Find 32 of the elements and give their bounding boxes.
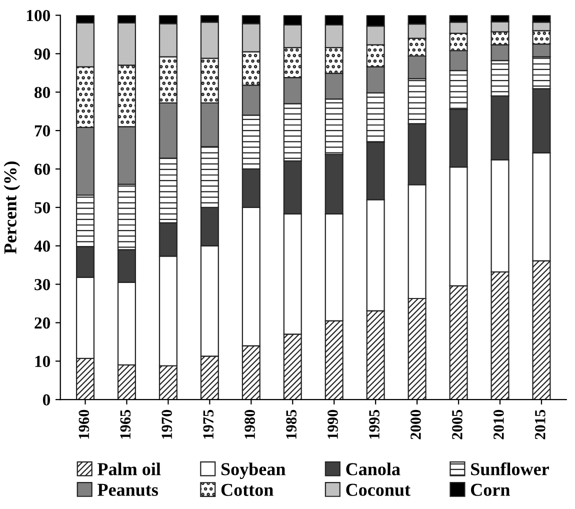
x-tick-label: 1975 [203,410,214,439]
legend-label: Cotton [221,484,274,496]
x-tick-label: 2000 [410,410,421,440]
x-tick-label: 1960 [78,410,90,439]
y-axis-title: Percent (%) [4,162,20,254]
legend-label: Soybean [221,462,286,480]
legend-label: Corn [470,484,510,496]
y-tick-label: 80 [34,86,50,98]
y-tick-label: 30 [34,278,50,290]
y-tick-label: 50 [34,202,50,214]
x-tick-label: 1980 [244,410,255,439]
x-tick-label: 2010 [494,410,504,440]
x-tick-label: 1995 [369,410,380,439]
y-tick-label: 0 [42,394,50,406]
y-tick-label: 60 [34,164,50,175]
legend-label: Coconut [346,484,410,496]
y-tick-label: 90 [34,48,50,60]
x-tick-label: 1985 [286,410,296,439]
legend-label: Peanuts [98,484,158,496]
legend-label: Sunflower [471,462,549,476]
legend-label: Canola [346,462,400,476]
y-tick-label: 10 [35,356,50,368]
x-tick-label: 1965 [120,410,131,439]
x-tick-label: 2015 [535,410,546,440]
x-tick-label: 2005 [452,410,462,440]
y-tick-label: 40 [34,240,50,252]
legend-label: Palm oil [98,462,161,476]
y-tick-label: 70 [34,125,50,137]
y-tick-label: 100 [26,10,50,22]
y-tick-label: 20 [34,317,50,329]
x-tick-label: 1990 [328,410,338,439]
x-tick-label: 1970 [162,410,172,439]
